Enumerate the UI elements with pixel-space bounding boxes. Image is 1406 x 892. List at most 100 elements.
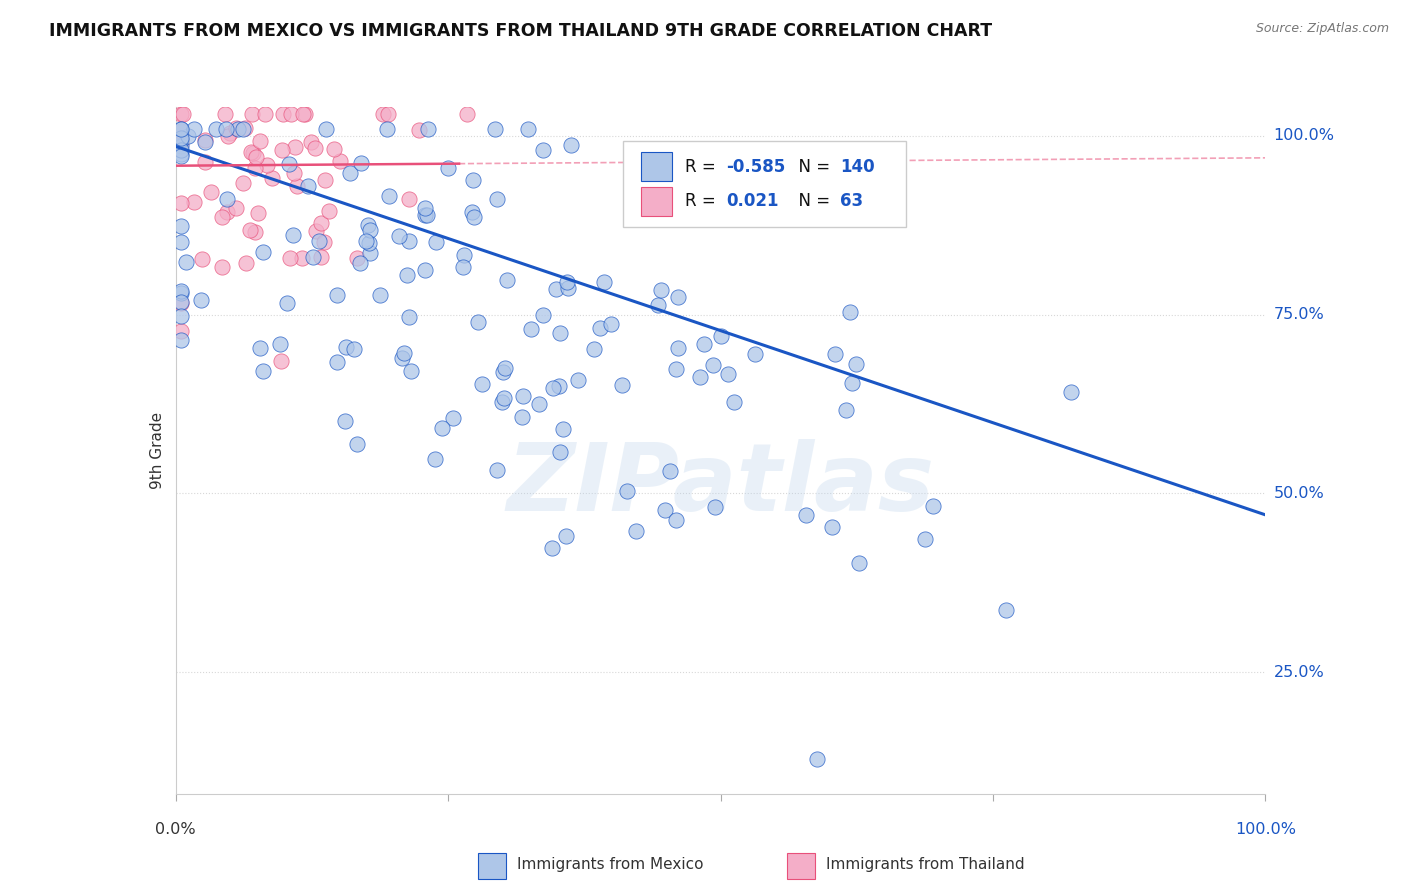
Point	[377, 189, 399, 203]
Point	[624, 524, 647, 539]
Point	[610, 378, 633, 392]
Point	[232, 176, 254, 190]
Point	[583, 342, 606, 356]
Point	[217, 128, 239, 143]
Point	[413, 208, 436, 222]
Point	[291, 107, 314, 121]
FancyBboxPatch shape	[623, 141, 905, 227]
Point	[280, 107, 302, 121]
Point	[326, 288, 349, 302]
FancyBboxPatch shape	[641, 186, 672, 216]
Point	[243, 161, 266, 175]
Point	[170, 143, 193, 157]
Point	[249, 341, 271, 355]
Point	[512, 389, 534, 403]
Point	[170, 149, 193, 163]
Point	[845, 357, 868, 371]
Point	[170, 294, 193, 309]
Point	[398, 235, 420, 249]
Point	[226, 121, 249, 136]
Point	[217, 192, 239, 206]
Point	[531, 143, 554, 157]
Point	[219, 126, 242, 140]
Point	[343, 343, 366, 357]
Point	[281, 227, 304, 242]
Point	[309, 250, 332, 264]
Point	[311, 216, 333, 230]
Point	[703, 500, 725, 515]
Point	[666, 290, 689, 304]
Point	[794, 508, 817, 522]
Point	[346, 251, 368, 265]
Point	[717, 367, 740, 381]
Point	[308, 234, 330, 248]
Point	[806, 752, 828, 766]
Point	[177, 129, 200, 144]
Point	[252, 245, 274, 260]
Point	[486, 192, 509, 206]
Text: 0.021: 0.021	[725, 192, 779, 211]
Point	[841, 376, 863, 390]
Point	[359, 246, 381, 260]
Point	[413, 262, 436, 277]
Point	[200, 185, 222, 199]
Point	[659, 464, 682, 478]
Point	[555, 529, 578, 543]
Point	[423, 451, 446, 466]
Point	[170, 324, 193, 338]
Point	[496, 273, 519, 287]
Text: 50.0%: 50.0%	[1274, 486, 1324, 501]
Point	[510, 409, 533, 424]
Point	[398, 192, 420, 206]
Point	[441, 410, 464, 425]
Point	[425, 235, 447, 249]
Point	[211, 210, 233, 224]
Point	[824, 347, 846, 361]
Text: 25.0%: 25.0%	[1274, 665, 1324, 680]
Point	[276, 296, 298, 310]
Point	[395, 268, 418, 282]
Point	[277, 156, 299, 170]
Point	[375, 121, 398, 136]
Point	[461, 172, 484, 186]
Point	[357, 218, 380, 232]
Point	[693, 337, 716, 351]
Point	[557, 275, 579, 289]
Point	[225, 120, 247, 135]
Point	[304, 141, 326, 155]
Point	[560, 137, 582, 152]
Point	[666, 341, 689, 355]
Point	[408, 122, 430, 136]
Point	[239, 222, 262, 236]
Point	[318, 203, 340, 218]
Point	[170, 131, 193, 145]
Point	[548, 326, 571, 341]
Point	[284, 140, 307, 154]
Point	[689, 369, 711, 384]
Bar	[787, 853, 815, 879]
Point	[654, 503, 676, 517]
Point	[665, 361, 688, 376]
Point	[541, 381, 564, 395]
Point	[240, 107, 263, 121]
Point	[174, 255, 197, 269]
Point	[723, 394, 745, 409]
Point	[922, 500, 945, 514]
Point	[553, 422, 575, 436]
Point	[170, 139, 193, 153]
Point	[305, 224, 328, 238]
Point	[170, 309, 193, 323]
Point	[821, 520, 844, 534]
Point	[377, 107, 399, 121]
Text: Immigrants from Mexico: Immigrants from Mexico	[517, 857, 703, 872]
Point	[172, 107, 194, 121]
Point	[848, 556, 870, 570]
Point	[456, 107, 478, 121]
Point	[665, 513, 688, 527]
Point	[170, 132, 193, 146]
Point	[170, 121, 193, 136]
Point	[494, 391, 516, 405]
Point	[245, 150, 267, 164]
Point	[600, 318, 623, 332]
Point	[256, 158, 278, 172]
